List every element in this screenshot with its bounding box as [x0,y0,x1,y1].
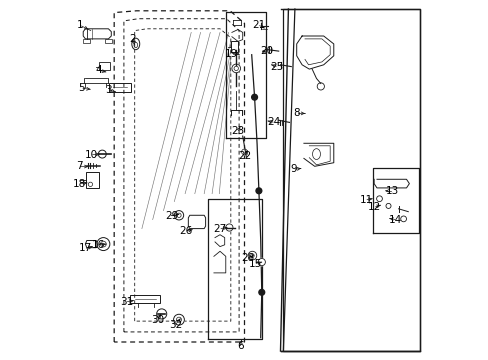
Text: 6: 6 [236,341,243,351]
Circle shape [400,216,406,222]
Circle shape [173,314,184,325]
Text: 20: 20 [260,46,273,56]
Text: 31: 31 [120,297,133,307]
Bar [83,39,90,43]
Circle shape [251,94,257,100]
Circle shape [156,309,166,319]
Text: 18: 18 [73,179,86,189]
Circle shape [376,196,382,202]
Text: 7: 7 [76,161,83,171]
Circle shape [241,149,247,155]
Circle shape [231,64,240,73]
Bar [86,172,99,188]
Circle shape [317,83,324,90]
Text: 26: 26 [179,226,192,236]
Circle shape [98,150,106,158]
Text: 22: 22 [238,150,251,161]
Bar [230,41,238,52]
Text: 13: 13 [385,186,398,196]
Circle shape [258,289,264,295]
Text: 1: 1 [77,20,83,30]
Text: 14: 14 [388,215,402,225]
Text: 21: 21 [252,20,265,30]
Text: 29: 29 [165,211,178,221]
Text: 2: 2 [129,33,136,44]
Text: 25: 25 [270,62,283,72]
Text: 8: 8 [293,108,300,118]
Text: 32: 32 [168,320,182,330]
Circle shape [385,203,390,208]
Circle shape [258,258,265,266]
Text: 24: 24 [267,117,280,127]
Bar [130,295,159,303]
Circle shape [256,188,261,194]
Bar [109,83,131,92]
Text: 12: 12 [367,202,381,212]
Text: 10: 10 [85,150,98,160]
Text: 19: 19 [225,49,238,59]
Text: 30: 30 [150,315,163,325]
Circle shape [247,251,256,260]
Text: 15: 15 [248,258,262,269]
Circle shape [225,224,232,231]
Circle shape [174,211,183,220]
Bar [99,62,110,70]
Text: 11: 11 [359,195,372,205]
Text: 27: 27 [213,224,226,234]
Text: 9: 9 [290,164,297,174]
Circle shape [97,238,110,251]
Text: 16: 16 [92,240,105,250]
Text: 28: 28 [241,253,254,264]
Bar [104,39,112,43]
Text: 5: 5 [78,83,85,93]
Text: 4: 4 [95,65,102,75]
Text: 23: 23 [231,126,244,136]
Text: 17: 17 [79,243,92,253]
Text: 3: 3 [105,85,111,95]
